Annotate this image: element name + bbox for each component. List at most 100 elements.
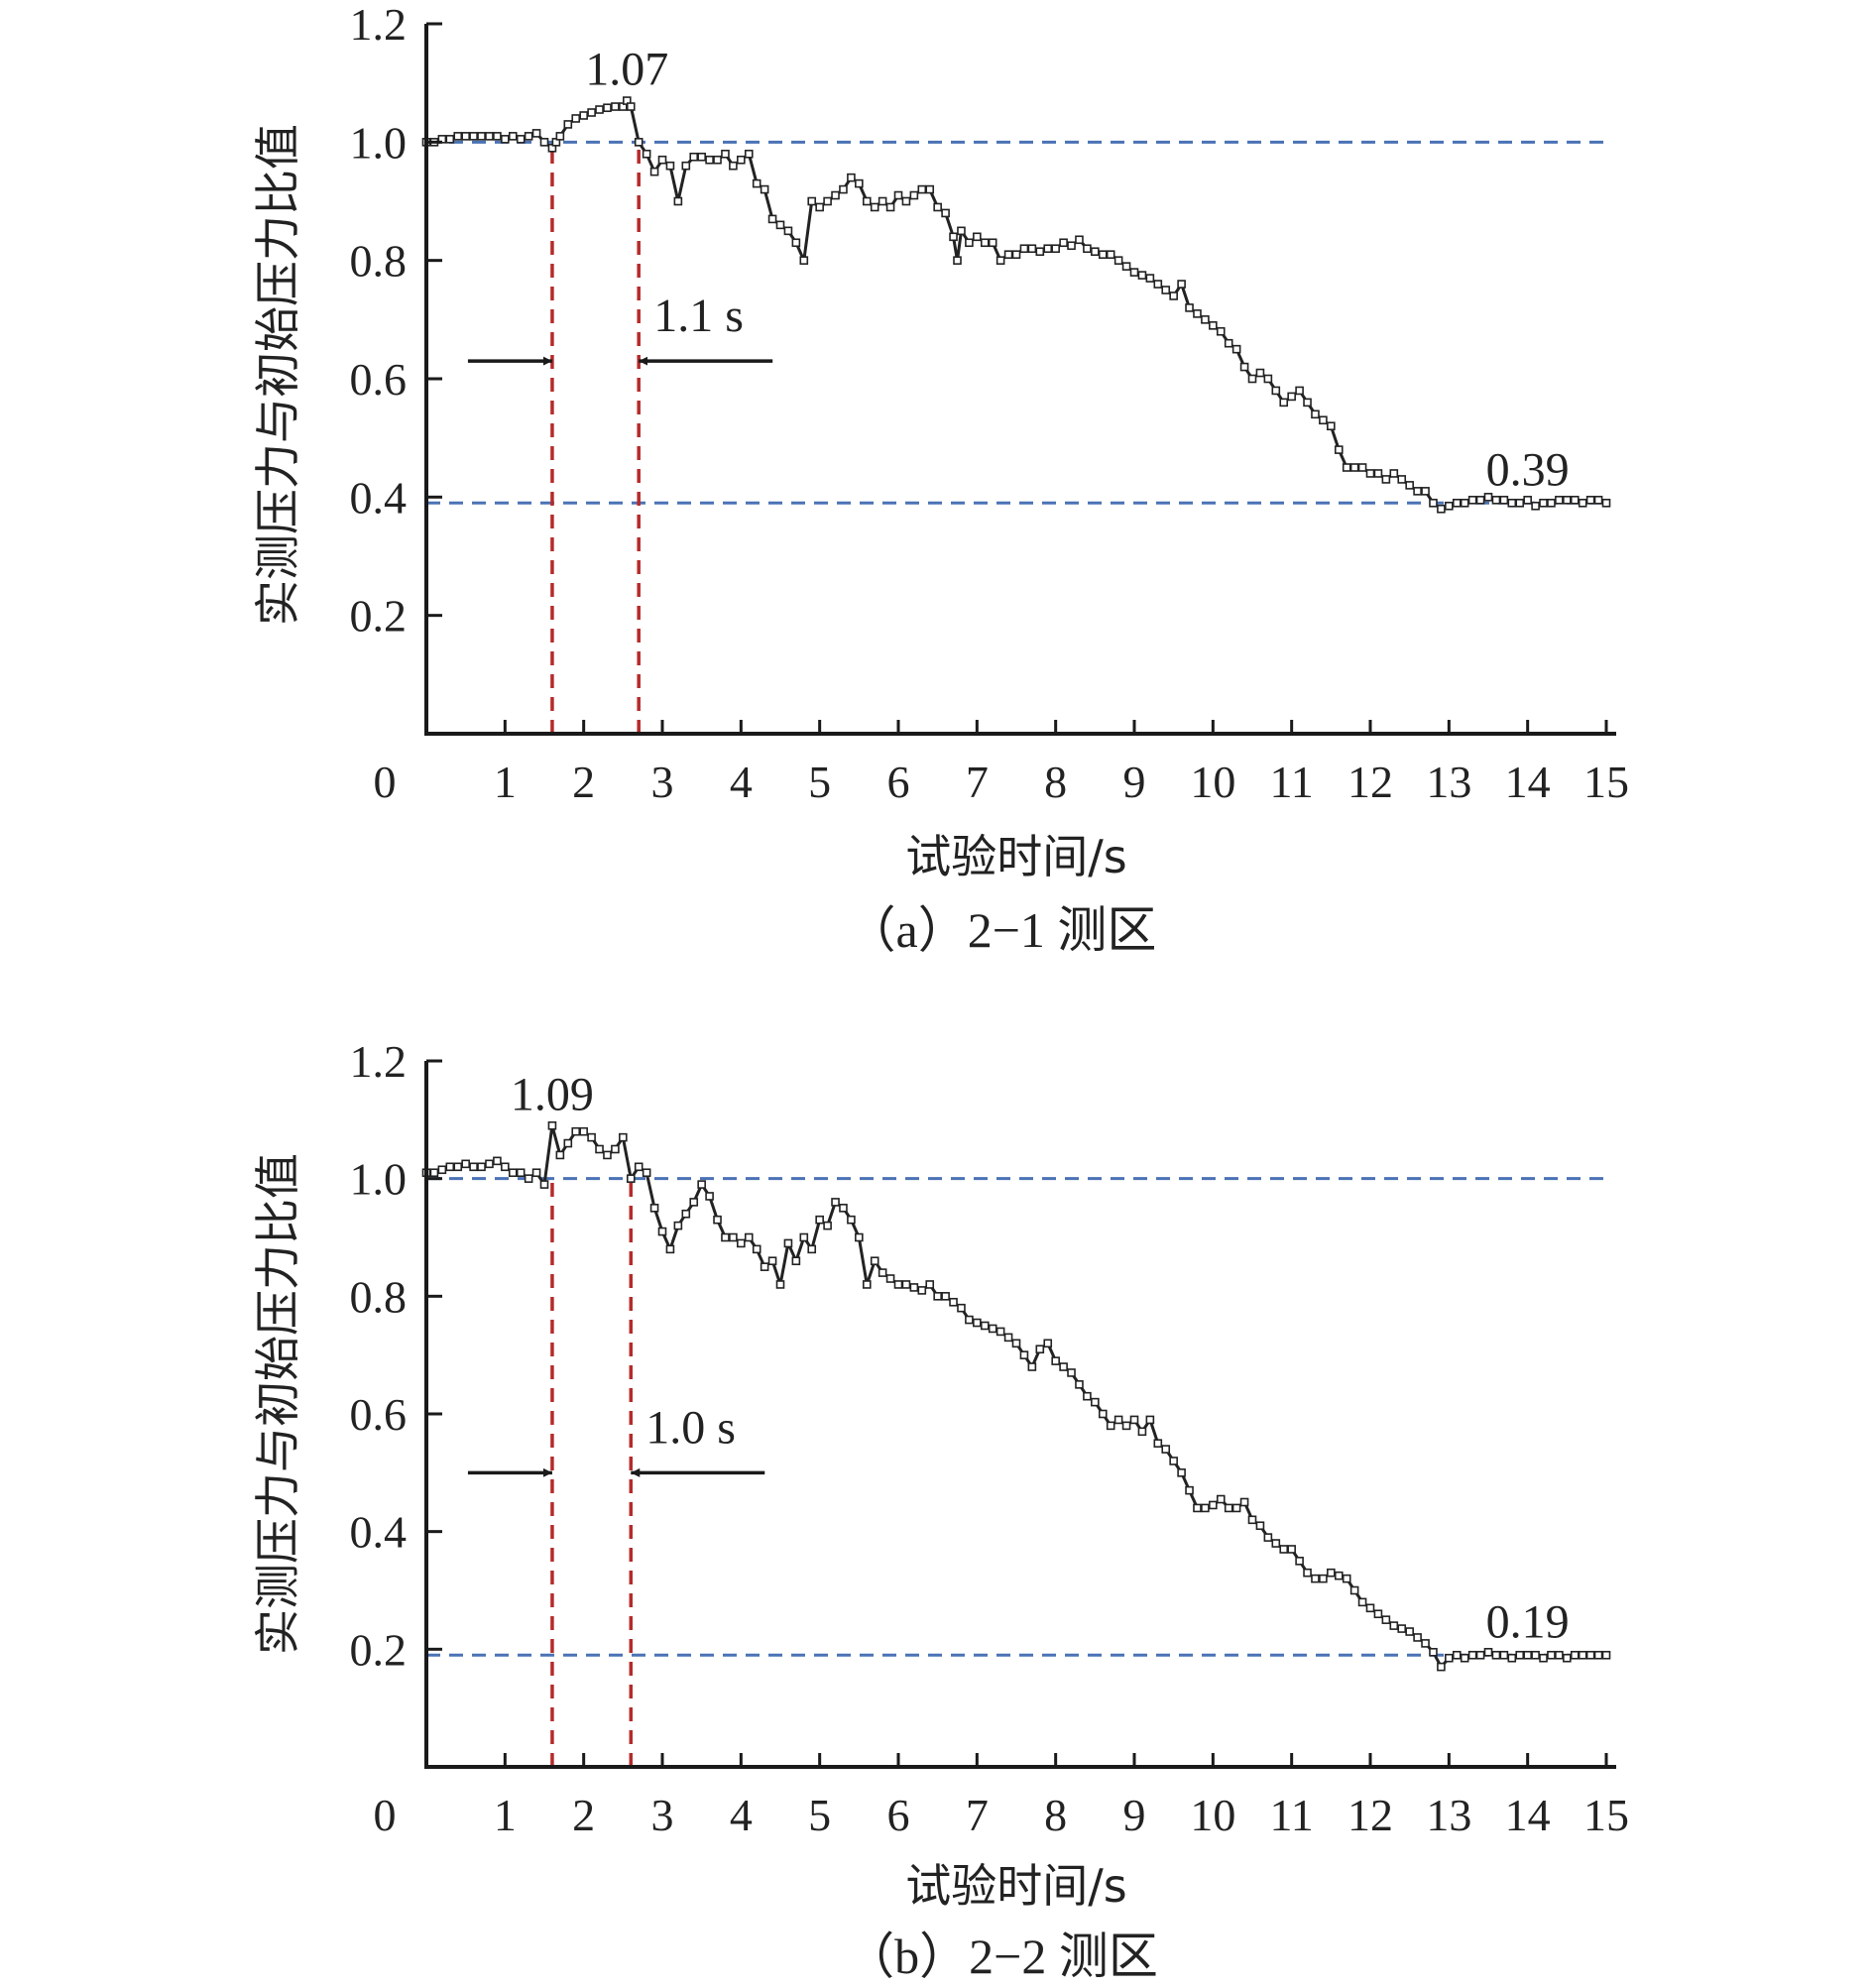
interval-duration-label: 1.1 s: [653, 290, 744, 342]
data-point: [1169, 292, 1178, 300]
data-point: [1224, 338, 1233, 348]
data-point: [1019, 244, 1029, 254]
data-point: [555, 1150, 565, 1160]
data-point: [705, 155, 714, 165]
data-point: [1209, 320, 1218, 330]
x-tick-labels: 0 1 2 3 4 5 6 7 8 9 10 11 12 13 14 15: [374, 1790, 1630, 1840]
data-point: [429, 1168, 439, 1178]
data-point: [909, 1283, 919, 1292]
data-point: [855, 178, 864, 188]
axes: [424, 22, 1616, 736]
data-point: [1177, 1468, 1186, 1477]
data-point: [1601, 1650, 1611, 1660]
data-point: [1239, 1497, 1249, 1507]
data-point: [1035, 247, 1045, 257]
data-point: [965, 238, 974, 248]
data-point: [1145, 1415, 1155, 1425]
data-point: [901, 196, 911, 206]
data-point: [508, 1168, 518, 1178]
data-point: [516, 135, 526, 144]
data-point: [855, 1232, 864, 1242]
data-point: [611, 1144, 620, 1154]
data-point: [453, 132, 463, 141]
data-point: [1193, 309, 1202, 318]
data-point: [1483, 1648, 1493, 1657]
data-point: [1547, 1650, 1556, 1660]
data-point: [1129, 268, 1139, 277]
data-point: [737, 155, 746, 165]
data-point: [1247, 1515, 1257, 1525]
data-point: [1467, 1650, 1477, 1660]
data-point: [1027, 1362, 1037, 1371]
data-point: [996, 256, 1005, 265]
data-point: [1231, 344, 1241, 354]
data-point: [1075, 235, 1084, 245]
data-point: [1075, 1380, 1084, 1389]
data-point: [1231, 1503, 1241, 1513]
data-point: [1429, 498, 1438, 508]
data-point: [917, 184, 927, 194]
data-point: [539, 138, 549, 147]
data-point: [1327, 1568, 1336, 1578]
data-point: [697, 152, 706, 162]
data-point: [1342, 1574, 1351, 1583]
data-point: [1311, 409, 1320, 419]
data-point: [799, 256, 809, 265]
data-point: [1319, 1574, 1328, 1583]
x-tick-label: 7: [966, 1790, 989, 1840]
data-point: [1365, 469, 1375, 478]
data-point: [1499, 1650, 1509, 1660]
data-point: [673, 196, 683, 206]
data-point: [941, 1292, 950, 1301]
data-point: [1389, 1621, 1399, 1630]
data-point: [1413, 1633, 1422, 1642]
data-point: [657, 1227, 667, 1236]
x-tick-label: 2: [572, 757, 595, 807]
data-point: [1593, 496, 1603, 505]
annotations: 1.07 0.39 1.1 s: [467, 44, 1570, 496]
data-point: [775, 1280, 785, 1289]
data-point: [1153, 1439, 1163, 1448]
data-point: [603, 1150, 612, 1160]
data-point: [1287, 1545, 1296, 1554]
data-point: [815, 202, 824, 212]
series-line: [426, 99, 1607, 511]
data-point: [1239, 362, 1249, 372]
data-point: [1161, 1445, 1171, 1454]
data-point: [1043, 1339, 1053, 1348]
data-point: [1467, 496, 1477, 505]
data-point: [1515, 498, 1525, 508]
data-point: [531, 1168, 541, 1178]
data-point: [1035, 1345, 1045, 1354]
data-point: [1113, 1415, 1123, 1425]
data-point: [697, 1180, 706, 1189]
data-point: [721, 1232, 730, 1242]
data-point: [1445, 501, 1454, 511]
data-point: [1209, 1500, 1218, 1510]
data-point: [862, 1280, 872, 1289]
x-axis-label: 试验时间/s: [905, 830, 1126, 883]
data-point: [539, 1180, 549, 1189]
data-point: [1295, 386, 1304, 396]
data-point: [1405, 481, 1414, 490]
data-point: [673, 1221, 683, 1230]
data-point: [767, 214, 777, 224]
data-point: [1507, 1653, 1517, 1663]
x-tick-label: 13: [1426, 757, 1471, 807]
panel-caption: （b）2−2 测区: [845, 1929, 1158, 1984]
data-point: [791, 1256, 801, 1266]
data-point: [453, 1162, 463, 1172]
data-point: [980, 1321, 990, 1331]
data-point: [1067, 241, 1076, 251]
data-point: [760, 184, 769, 194]
data-point: [563, 120, 573, 129]
data-point: [1027, 244, 1037, 254]
data-point: [705, 1192, 714, 1201]
x-tick-label: 10: [1190, 1790, 1235, 1840]
data-point: [1437, 504, 1446, 514]
data-point: [1349, 463, 1359, 472]
data-point: [1452, 498, 1462, 508]
data-point: [1342, 463, 1351, 472]
data-point: [595, 1144, 604, 1154]
data-point: [878, 196, 887, 206]
